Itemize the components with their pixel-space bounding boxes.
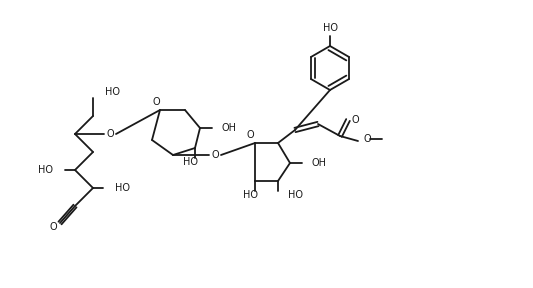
Text: HO: HO — [38, 165, 53, 175]
Text: HO: HO — [183, 157, 198, 167]
Text: HO: HO — [105, 87, 120, 97]
Text: HO: HO — [243, 190, 257, 200]
Text: OH: OH — [222, 123, 237, 133]
Text: HO: HO — [288, 190, 303, 200]
Text: HO: HO — [115, 183, 130, 193]
Text: HO: HO — [322, 23, 337, 33]
Text: OH: OH — [312, 158, 327, 168]
Text: O: O — [211, 150, 219, 160]
Text: O: O — [246, 130, 254, 140]
Text: O: O — [106, 129, 114, 139]
Text: O: O — [351, 115, 359, 125]
Text: O: O — [364, 134, 372, 144]
Text: O: O — [152, 97, 160, 107]
Text: O: O — [49, 222, 57, 232]
